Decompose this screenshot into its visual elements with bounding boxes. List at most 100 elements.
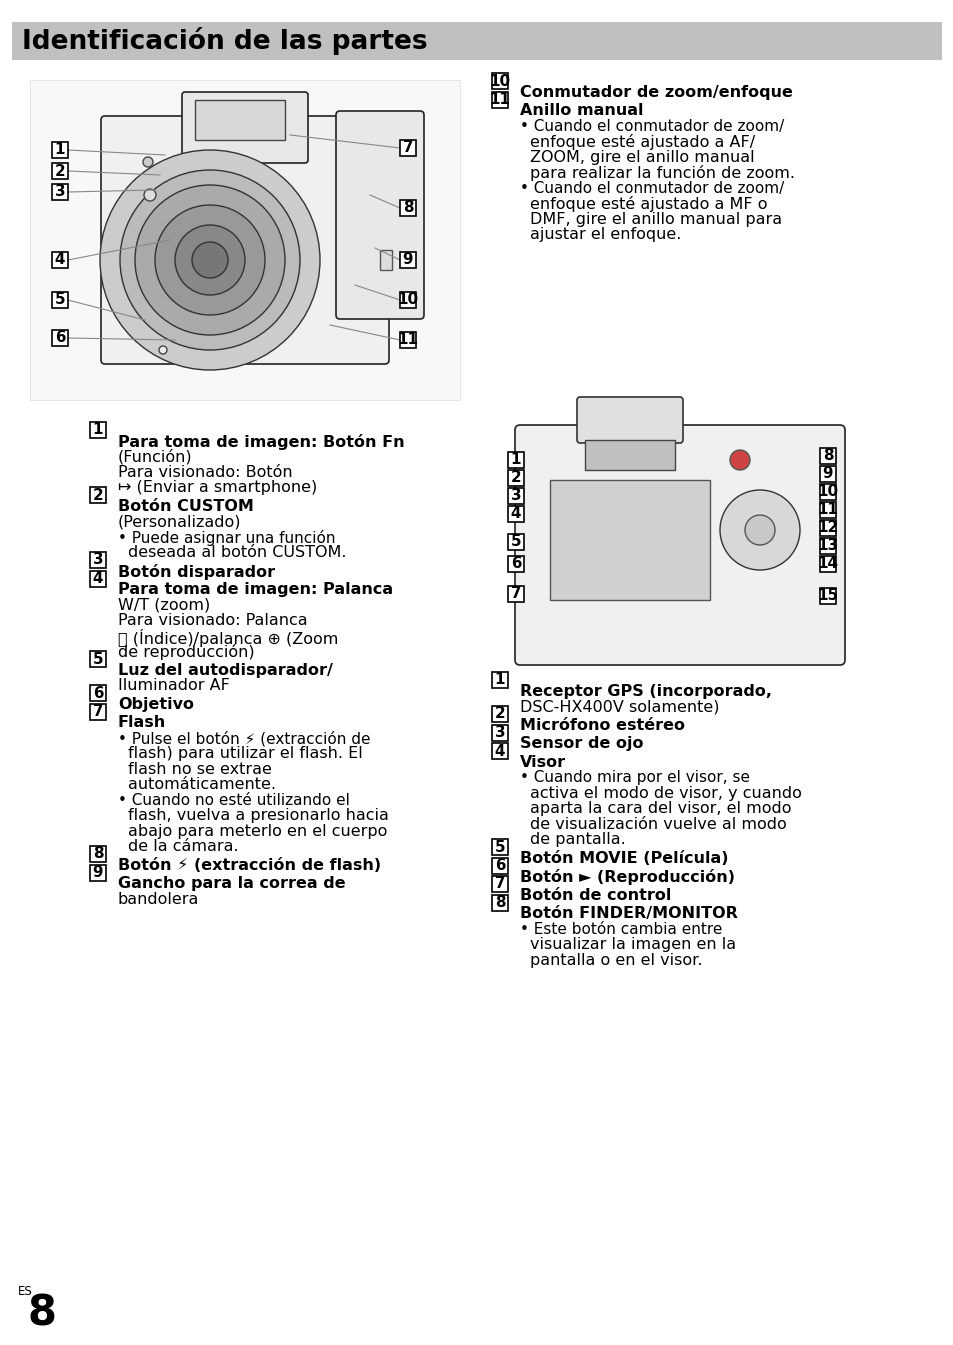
Bar xyxy=(820,588,835,604)
Text: Conmutador de zoom/enfoque: Conmutador de zoom/enfoque xyxy=(519,85,792,100)
Text: • Este botón cambia entre: • Este botón cambia entre xyxy=(519,921,721,936)
Bar xyxy=(492,839,507,855)
Text: activa el modo de visor, y cuando: activa el modo de visor, y cuando xyxy=(530,785,801,800)
Text: Receptor GPS (incorporado,: Receptor GPS (incorporado, xyxy=(519,683,771,698)
Text: 9: 9 xyxy=(821,467,832,482)
Circle shape xyxy=(729,451,749,469)
Text: Botón ► (Reproducción): Botón ► (Reproducción) xyxy=(519,869,734,885)
Text: 11: 11 xyxy=(817,503,838,518)
FancyBboxPatch shape xyxy=(194,100,285,140)
Text: 12: 12 xyxy=(817,521,838,535)
Circle shape xyxy=(120,169,299,350)
Text: Flash: Flash xyxy=(118,716,166,730)
Circle shape xyxy=(159,346,167,354)
Bar xyxy=(820,521,835,537)
FancyBboxPatch shape xyxy=(335,112,423,319)
Bar xyxy=(52,184,68,200)
Text: pantalla o en el visor.: pantalla o en el visor. xyxy=(530,952,701,967)
Bar xyxy=(820,465,835,482)
Circle shape xyxy=(143,157,152,167)
Text: de la cámara.: de la cámara. xyxy=(128,839,238,854)
Text: Botón FINDER/MONITOR: Botón FINDER/MONITOR xyxy=(519,907,737,921)
Bar xyxy=(12,22,941,61)
Text: bandolera: bandolera xyxy=(118,892,199,907)
Text: Para toma de imagen: Botón Fn: Para toma de imagen: Botón Fn xyxy=(118,433,404,449)
FancyBboxPatch shape xyxy=(515,425,844,664)
Circle shape xyxy=(100,151,319,370)
Text: 4: 4 xyxy=(92,572,103,586)
Text: Botón de control: Botón de control xyxy=(519,888,671,902)
Text: 7: 7 xyxy=(92,703,103,720)
Text: Objetivo: Objetivo xyxy=(118,697,193,712)
Text: 8: 8 xyxy=(495,894,505,911)
Text: 1: 1 xyxy=(92,422,103,437)
Text: 4: 4 xyxy=(495,744,505,759)
Text: Para toma de imagen: Palanca: Para toma de imagen: Palanca xyxy=(118,582,393,597)
Text: 1: 1 xyxy=(510,452,520,468)
Text: deseada al botón CUSTOM.: deseada al botón CUSTOM. xyxy=(128,545,346,560)
Text: 7: 7 xyxy=(495,877,505,892)
Text: flash) para utilizar el flash. El: flash) para utilizar el flash. El xyxy=(128,746,362,761)
Text: 1: 1 xyxy=(54,143,65,157)
Text: 3: 3 xyxy=(92,553,103,568)
Text: • Cuando el conmutador de zoom/: • Cuando el conmutador de zoom/ xyxy=(519,118,783,133)
Bar xyxy=(820,448,835,464)
Text: ↦ (Enviar a smartphone): ↦ (Enviar a smartphone) xyxy=(118,480,317,495)
Text: 10: 10 xyxy=(489,74,510,89)
Text: 6: 6 xyxy=(510,557,520,572)
Bar xyxy=(820,502,835,518)
Text: 10: 10 xyxy=(817,484,838,499)
Bar xyxy=(492,73,507,89)
Text: Sensor de ojo: Sensor de ojo xyxy=(519,736,643,751)
Text: ES: ES xyxy=(18,1284,32,1298)
Bar xyxy=(399,200,416,217)
Text: • Pulse el botón ⚡ (extracción de: • Pulse el botón ⚡ (extracción de xyxy=(118,730,370,746)
Text: • Puede asignar una función: • Puede asignar una función xyxy=(118,530,335,546)
Text: Identificación de las partes: Identificación de las partes xyxy=(22,27,427,55)
Text: 2: 2 xyxy=(510,471,520,486)
Text: 6: 6 xyxy=(495,858,505,873)
Text: Botón ⚡ (extracción de flash): Botón ⚡ (extracción de flash) xyxy=(118,858,381,873)
Text: ⬛ (Índice)/palanca ⊕ (Zoom: ⬛ (Índice)/palanca ⊕ (Zoom xyxy=(118,628,338,647)
Text: aparta la cara del visor, el modo: aparta la cara del visor, el modo xyxy=(530,802,791,816)
Text: 5: 5 xyxy=(92,651,103,667)
Bar xyxy=(52,143,68,157)
Text: 13: 13 xyxy=(817,538,838,554)
Bar xyxy=(507,452,523,468)
Bar xyxy=(90,846,106,862)
Text: de pantalla.: de pantalla. xyxy=(530,833,625,847)
Text: Micrófono estéreo: Micrófono estéreo xyxy=(519,717,684,733)
Bar xyxy=(52,163,68,179)
Bar xyxy=(584,440,675,469)
Text: 14: 14 xyxy=(817,557,838,572)
Bar xyxy=(820,538,835,554)
Circle shape xyxy=(144,190,156,200)
Text: automáticamente.: automáticamente. xyxy=(128,777,275,792)
Text: 3: 3 xyxy=(54,184,65,199)
Text: 5: 5 xyxy=(54,292,65,308)
Bar xyxy=(90,685,106,701)
Bar xyxy=(52,330,68,346)
Text: Para visionado: Palanca: Para visionado: Palanca xyxy=(118,613,307,628)
Bar xyxy=(492,725,507,741)
Text: Luz del autodisparador/: Luz del autodisparador/ xyxy=(118,663,333,678)
Bar xyxy=(90,570,106,586)
Text: Para visionado: Botón: Para visionado: Botón xyxy=(118,464,293,480)
Bar xyxy=(90,651,106,667)
Text: 7: 7 xyxy=(402,140,413,156)
Circle shape xyxy=(744,515,774,545)
Text: (Personalizado): (Personalizado) xyxy=(118,514,241,529)
Text: flash no se extrae: flash no se extrae xyxy=(128,761,272,776)
Bar xyxy=(492,742,507,759)
Text: 8: 8 xyxy=(821,448,832,464)
Bar xyxy=(492,858,507,873)
Text: Anillo manual: Anillo manual xyxy=(519,104,643,118)
Text: 11: 11 xyxy=(489,91,510,108)
Text: Gancho para la correa de: Gancho para la correa de xyxy=(118,876,345,890)
Bar xyxy=(507,586,523,603)
Text: 4: 4 xyxy=(510,507,520,522)
Bar xyxy=(52,252,68,268)
Text: enfoque esté ajustado a AF/: enfoque esté ajustado a AF/ xyxy=(530,134,755,151)
Text: 6: 6 xyxy=(54,331,65,346)
Text: Botón MOVIE (Película): Botón MOVIE (Película) xyxy=(519,850,728,866)
